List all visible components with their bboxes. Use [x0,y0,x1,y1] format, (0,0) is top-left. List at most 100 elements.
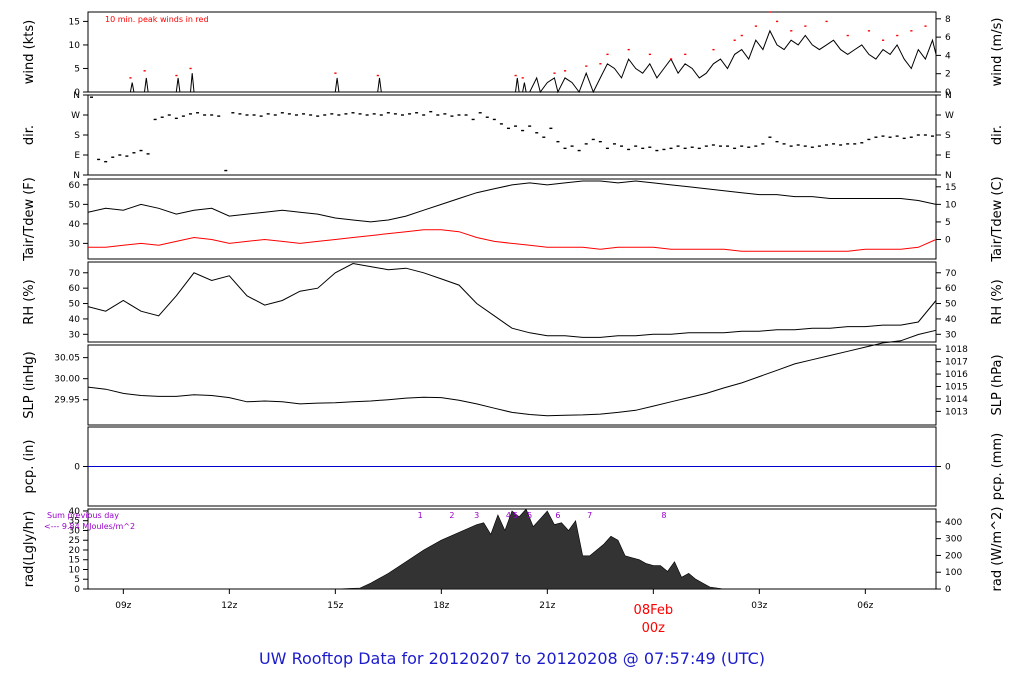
rh-ytick-label: 40 [69,315,81,325]
dir-point [577,149,581,152]
wind-peak-point [846,34,849,37]
dir-point [676,145,680,147]
dir-point [832,143,836,145]
dir-point [330,113,334,115]
dir-point [90,96,94,98]
wind-peak-point [867,30,871,32]
wind-ylabel-right: wind (m/s) [990,18,1005,87]
dir-point [379,114,383,116]
dir-point [415,112,419,114]
wind-peak-point [514,74,517,77]
temp-ytick-right-label: 10 [945,200,957,210]
rad-hour-label: 6 [555,511,560,520]
dir-point [641,147,645,150]
dir-point [309,114,313,116]
dir-point [761,143,765,145]
dir-ytick-right-label: E [945,151,951,161]
dir-point [556,140,560,143]
dir-point [768,136,772,138]
wind-peak-point [606,53,609,56]
wind-peak-point [776,20,779,23]
wind-peak-point [553,72,556,74]
wind-peak-point [564,70,567,72]
wind-peak-point [175,74,178,77]
dir-ytick-right-label: N [945,171,952,181]
wind-peak-point [740,34,743,37]
pcp-ylabel-right: pcp. (mm) [990,433,1005,500]
dir-point [323,114,327,116]
dir-point [895,135,899,137]
dir-point [740,145,744,147]
wind-peak-point [910,30,913,32]
rad-annotation-sum: Sum previous day [47,511,119,520]
dir-point [846,143,850,145]
dir-point [563,147,567,150]
wind-ytick-right-label: 0 [945,88,951,98]
rad-hour-label: 7 [587,511,592,520]
chart-footer-title: UW Rooftop Data for 20120207 to 20120208… [258,649,766,668]
slp-ytick-right-label: 1015 [945,382,968,392]
wind-peak-point [334,72,337,74]
dir-point [478,112,482,114]
time-tick-label: 12z [221,601,237,611]
time-tick-label: 18z [433,601,449,611]
wind-peak-point [924,25,927,27]
rh-ytick-right-label: 30 [945,330,957,340]
dir-ytick-label: E [74,151,80,161]
dir-point [648,146,652,148]
wind-peak-point [733,39,736,41]
wind-peak-point [670,58,673,60]
rad-hour-label: 5 [527,511,532,520]
dir-point [655,149,659,152]
rad-ylabel-right: rad (W/m^2) [990,507,1005,592]
rad-hour-label: 4 [506,511,511,520]
rad-hour-label: 3 [474,511,479,520]
dir-point [754,145,758,147]
wind-peak-point [648,53,651,56]
dir-point [867,138,871,141]
wind-annotation: 10 min. peak winds in red [105,15,209,24]
temp-ytick-right-label: 15 [945,183,956,193]
dir-point [612,143,616,145]
dir-ytick-right-label: S [945,131,951,141]
rad-annotation-value: <--- 9.84 MJoules/m^2 [44,522,135,531]
wind-peak-point [825,20,828,23]
rad-ytick-label: 0 [74,585,80,595]
rad-area [335,508,725,590]
rh-ytick-label: 70 [69,269,81,279]
wind-peak-point [627,48,630,51]
dir-point [711,144,715,146]
rad-ytick-label: 20 [69,546,81,556]
dir-point [259,115,263,117]
dir-point [245,114,249,116]
dir-point [280,112,284,114]
dir-point [902,137,906,140]
wind-peak-point [684,53,687,56]
wind-peak-point [129,77,132,79]
rh-ytick-label: 50 [69,300,81,310]
dir-point [174,117,178,120]
dir-point [344,113,348,115]
wind-ytick-label: 15 [69,17,80,27]
pcp-ytick-label: 0 [74,463,80,473]
slp-ytick-right-label: 1013 [945,407,968,417]
slp-ylabel: SLP (inHg) [22,351,37,419]
dir-point [810,146,814,148]
dir-ylabel: dir. [22,125,37,145]
dir-frame [87,94,937,176]
dir-ytick-label: N [73,91,80,101]
wind-ytick-label: 0 [74,88,80,98]
dir-point [125,155,129,157]
dir-point [584,143,588,145]
dir-point [542,136,546,138]
dir-point [471,118,475,121]
slp-frame [87,344,937,426]
dir-point [662,148,666,151]
rad-hour-label: 5 [513,511,518,520]
dir-point [422,114,426,116]
temp-ytick-right-label: 5 [945,218,951,228]
temp-ytick-label: 60 [69,181,81,191]
wind-peak-point [896,34,899,37]
dir-point [747,146,751,148]
